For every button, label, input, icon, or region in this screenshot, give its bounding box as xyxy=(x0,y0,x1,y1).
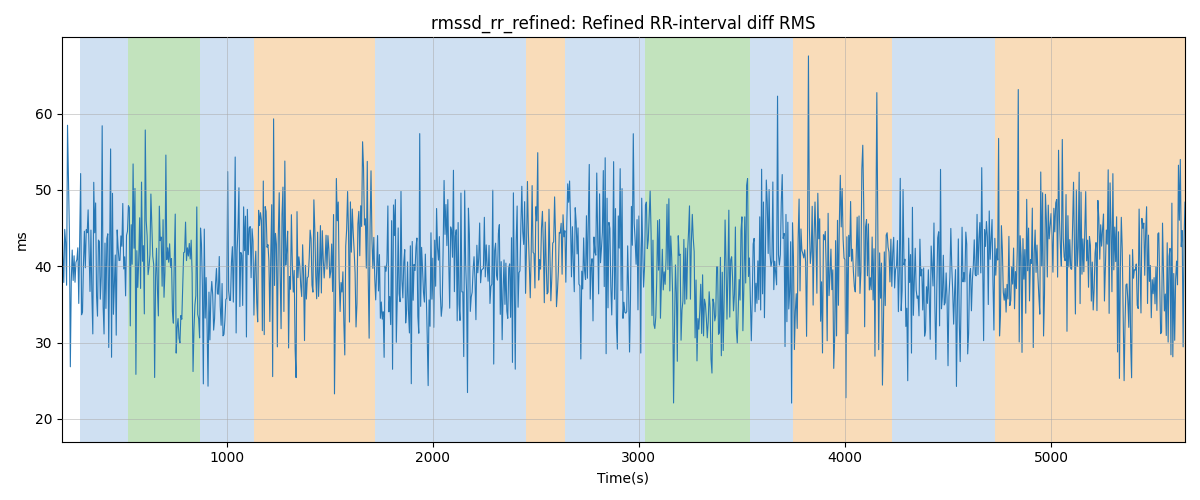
Bar xyxy=(750,38,793,442)
Bar xyxy=(893,38,996,442)
Bar xyxy=(253,38,376,442)
Bar xyxy=(793,38,893,442)
Title: rmssd_rr_refined: Refined RR-interval diff RMS: rmssd_rr_refined: Refined RR-interval di… xyxy=(431,15,816,34)
Bar xyxy=(996,38,1186,442)
Bar xyxy=(200,38,253,442)
Bar xyxy=(128,38,200,442)
Bar xyxy=(565,38,646,442)
Bar xyxy=(526,38,565,442)
X-axis label: Time(s): Time(s) xyxy=(598,471,649,485)
Bar xyxy=(376,38,526,442)
Y-axis label: ms: ms xyxy=(14,229,29,250)
Bar xyxy=(80,38,128,442)
Bar xyxy=(646,38,750,442)
